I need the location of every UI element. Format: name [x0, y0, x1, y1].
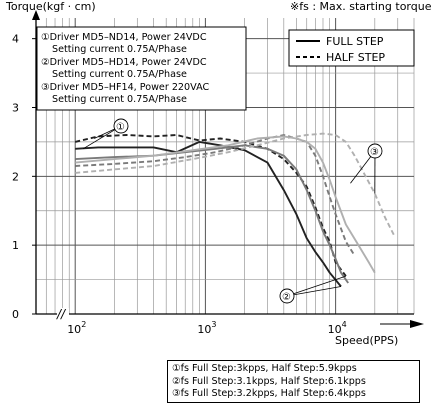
callout-circle	[113, 118, 129, 134]
x-tick-label: 10	[197, 323, 211, 336]
y-ticks: 0 1 2 3 4	[12, 33, 36, 321]
callout-circle	[367, 143, 383, 159]
fs-note-line: ②fs Full Step:3.1kpps, Half Step:6.1kpps	[172, 375, 366, 387]
axis-break-mark: //	[56, 307, 67, 321]
driver-box-line: Setting current 0.75A/Phase	[52, 69, 187, 80]
series-line	[75, 144, 349, 284]
x-ticks: 10 2 10 3 10 4	[67, 320, 347, 336]
driver-box-line: Setting current 0.75A/Phase	[52, 44, 187, 55]
legend: FULL STEP HALF STEP	[288, 29, 415, 67]
y-tick-label: 1	[12, 239, 19, 252]
series-line	[75, 140, 342, 288]
driver-box-line: Setting current 0.75A/Phase	[52, 94, 187, 105]
driver-box-line: ①Driver MD5–ND14, Power 24VDC	[41, 32, 207, 43]
series-line	[75, 134, 356, 257]
x-tick-exponent: 2	[81, 320, 86, 329]
y-tick-label: 0	[12, 308, 19, 321]
fs-note-line: ①fs Full Step:3kpps, Half Step:5.9kpps	[172, 363, 357, 374]
y-axis-arrow-icon	[32, 10, 40, 20]
driver-box-frame	[36, 26, 247, 111]
x-tick-label: 10	[67, 323, 81, 336]
legend-label-full-step: FULL STEP	[326, 35, 384, 48]
callouts: ① ② ③	[82, 118, 383, 304]
callout-label: ③	[370, 147, 379, 158]
callout-leader-line	[286, 286, 342, 297]
y-tick-label: 2	[12, 170, 19, 183]
callout-circle	[279, 288, 295, 304]
y-axis-label: Torque(kgf · cm)	[5, 0, 96, 13]
x-axis-label: Speed(PPS)	[335, 334, 398, 347]
series	[74, 132, 395, 288]
y-tick-label: 3	[12, 101, 19, 114]
callout-label: ②	[282, 292, 291, 303]
axes	[32, 10, 424, 328]
x-tick-exponent: 3	[211, 320, 216, 329]
y-tick-label: 4	[12, 33, 19, 46]
x-tick-label: 10	[328, 323, 342, 336]
driver-box-line: ②Driver MD5–HD14, Power 24VDC	[41, 57, 207, 68]
series-line	[75, 135, 376, 274]
driver-box: ①Driver MD5–ND14, Power 24VDC Setting cu…	[36, 26, 247, 111]
fs-notes-box: ①fs Full Step:3kpps, Half Step:5.9kpps ②…	[167, 360, 420, 403]
top-note: ※fs : Max. starting torque	[290, 0, 432, 13]
callout-label: ①	[116, 122, 125, 133]
axis-break-mask	[57, 308, 69, 320]
fs-note-line: ③fs Full Step:3.2kpps, Half Step:6.4kpps	[172, 388, 366, 399]
driver-box-line: ③Driver MD5–HF14, Power 220VAC	[41, 82, 209, 93]
x-tick-exponent: 4	[342, 320, 347, 329]
callout-leader-line	[286, 275, 347, 297]
series-line	[75, 132, 395, 236]
x-axis-arrow-icon	[410, 320, 424, 328]
legend-label-half-step: HALF STEP	[326, 51, 385, 64]
legend-frame	[288, 29, 415, 67]
